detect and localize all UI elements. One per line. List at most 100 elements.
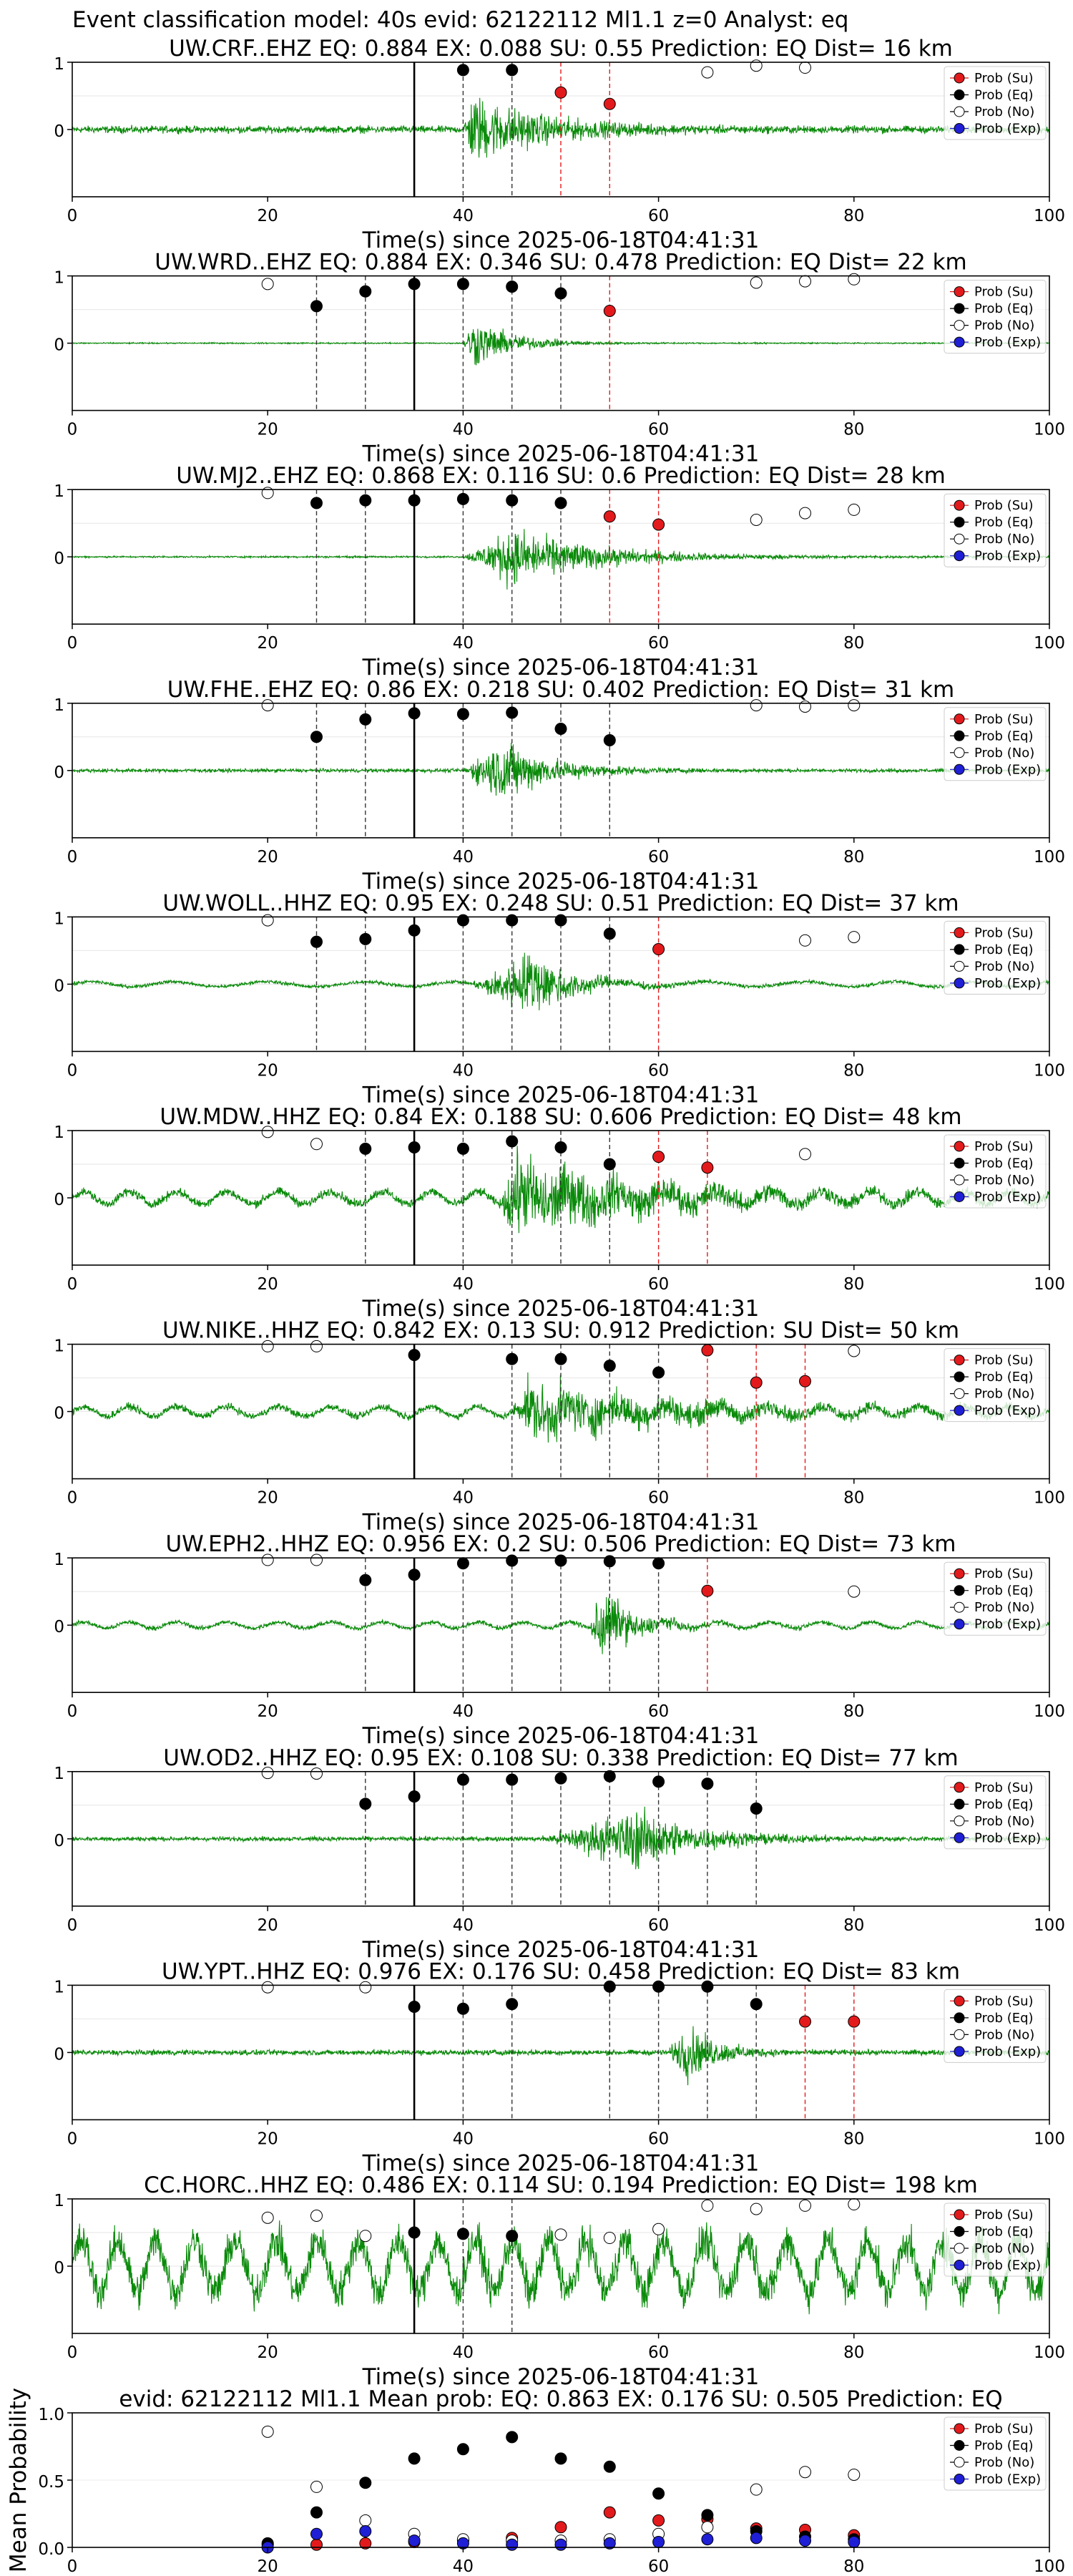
prob-point-eq (652, 1775, 665, 1788)
x-axis-label: Time(s) since 2025-06-18T04:41:31 (362, 228, 760, 253)
x-tick-label: 40 (453, 421, 474, 439)
prob-point-no (261, 2425, 274, 2438)
legend-marker-exp (954, 336, 965, 348)
legend-marker-su (954, 927, 965, 938)
legend-marker-eq (954, 1585, 965, 1596)
prob-point-no (310, 1138, 323, 1151)
prob-point-eq (408, 2226, 421, 2239)
prob-point-eq (554, 1554, 567, 1567)
prob-point-no (799, 2199, 811, 2212)
prob-point-eq (554, 287, 567, 300)
x-tick-label: 100 (1034, 2129, 1065, 2148)
x-axis-label: Time(s) since 2025-06-18T04:41:31 (362, 2364, 760, 2390)
seismogram-trace (72, 328, 1049, 366)
prob-point-su (701, 1584, 714, 1597)
panel-8: UW.EPH2..HHZ EQ: 0.956 EX: 0.2 SU: 0.506… (54, 1531, 1065, 1749)
x-tick-label: 80 (843, 1489, 864, 1508)
x-axis-label: Time(s) since 2025-06-18T04:41:31 (362, 1510, 760, 1536)
prob-point-eq (310, 2506, 323, 2519)
prob-point-eq (359, 285, 372, 298)
prob-point-no (750, 2483, 763, 2496)
y-tick-label: 0 (54, 1832, 64, 1850)
prob-point-eq (701, 2509, 714, 2522)
prob-point-su (848, 2015, 861, 2028)
x-tick-label: 100 (1034, 207, 1065, 225)
legend-label-eq: Prob (Eq) (974, 515, 1034, 530)
y-tick-label: 0 (54, 2045, 64, 2064)
prob-point-eq (554, 1141, 567, 1153)
prob-point-no (261, 1553, 274, 1566)
axes-frame (72, 2198, 1050, 2334)
prob-point-eq (408, 2000, 421, 2013)
seismogram-trace (72, 1806, 1049, 1870)
prob-point-exp (359, 2524, 372, 2537)
x-tick-label: 80 (843, 421, 864, 439)
axes-frame (72, 1130, 1050, 1266)
legend-label-eq: Prob (Eq) (974, 1156, 1034, 1171)
legend-marker-eq (954, 2226, 965, 2237)
prob-point-eq (408, 2452, 421, 2465)
legend-box (944, 1989, 1047, 2063)
legend-marker-su (954, 499, 965, 511)
prob-point-no (799, 62, 811, 74)
legend-label-exp: Prob (Exp) (974, 2258, 1041, 2273)
legend-label-exp: Prob (Exp) (974, 762, 1041, 777)
prob-point-su (652, 2514, 665, 2527)
prob-point-no (261, 1767, 274, 1780)
legend-marker-no (954, 2029, 965, 2040)
axes-frame (72, 1343, 1050, 1480)
legend-marker-no (954, 1388, 965, 1400)
legend-label-su: Prob (Su) (974, 1139, 1034, 1154)
legend-marker-su (954, 72, 965, 84)
prob-point-eq (456, 2002, 469, 2015)
prob-point-su (652, 1151, 665, 1163)
prob-point-no (310, 1553, 323, 1566)
x-tick-label: 60 (648, 421, 669, 439)
legend-marker-no (954, 1601, 965, 1613)
plot-area (72, 2199, 1049, 2333)
prob-point-eq (701, 1980, 714, 1993)
prob-point-su (652, 518, 665, 531)
x-tick-label: 60 (648, 1916, 669, 1935)
legend-label-eq: Prob (Eq) (974, 2439, 1034, 2454)
prob-point-no (848, 931, 861, 944)
prob-point-eq (310, 300, 323, 313)
legend-marker-no (954, 1174, 965, 1186)
legend-label-eq: Prob (Eq) (974, 942, 1034, 957)
y-tick-label: 1 (54, 909, 64, 928)
prob-point-exp (701, 2533, 714, 2546)
legend-marker-eq (954, 944, 965, 955)
prob-point-eq (603, 1360, 616, 1372)
legend-marker-no (954, 106, 965, 117)
seismogram-trace (72, 2026, 1049, 2086)
axes-frame (72, 275, 1050, 411)
prob-point-eq (456, 914, 469, 927)
prob-point-no (799, 934, 811, 947)
prob-point-eq (506, 2431, 519, 2444)
legend-marker-eq (954, 517, 965, 528)
prob-point-eq (408, 1790, 421, 1803)
legend-marker-su (954, 1782, 965, 1793)
x-tick-label: 20 (258, 1275, 278, 1294)
panel-title: UW.OD2..HHZ EQ: 0.95 EX: 0.108 SU: 0.338… (163, 1745, 958, 1771)
prob-point-su (799, 1375, 811, 1387)
prob-point-eq (506, 1998, 519, 2011)
prob-point-no (603, 2232, 616, 2245)
x-tick-label: 20 (258, 2129, 278, 2148)
prob-point-exp (408, 2534, 421, 2547)
y-tick-label: 1 (54, 1551, 64, 1569)
x-tick-label: 60 (648, 2343, 669, 2362)
x-axis-label: Time(s) since 2025-06-18T04:41:31 (362, 655, 760, 680)
legend-label-exp: Prob (Exp) (974, 2044, 1041, 2059)
x-tick-label: 80 (843, 207, 864, 225)
prob-point-no (750, 514, 763, 526)
legend-label-exp: Prob (Exp) (974, 1830, 1041, 1845)
legend-marker-exp (954, 1405, 965, 1416)
x-tick-label: 40 (453, 1275, 474, 1294)
prob-point-no (261, 1340, 274, 1352)
x-tick-label: 20 (258, 1702, 278, 1721)
y-tick-label: 1 (54, 1978, 64, 1996)
x-tick-label: 0 (67, 2129, 78, 2148)
x-tick-label: 20 (258, 848, 278, 867)
x-tick-label: 20 (258, 1916, 278, 1935)
